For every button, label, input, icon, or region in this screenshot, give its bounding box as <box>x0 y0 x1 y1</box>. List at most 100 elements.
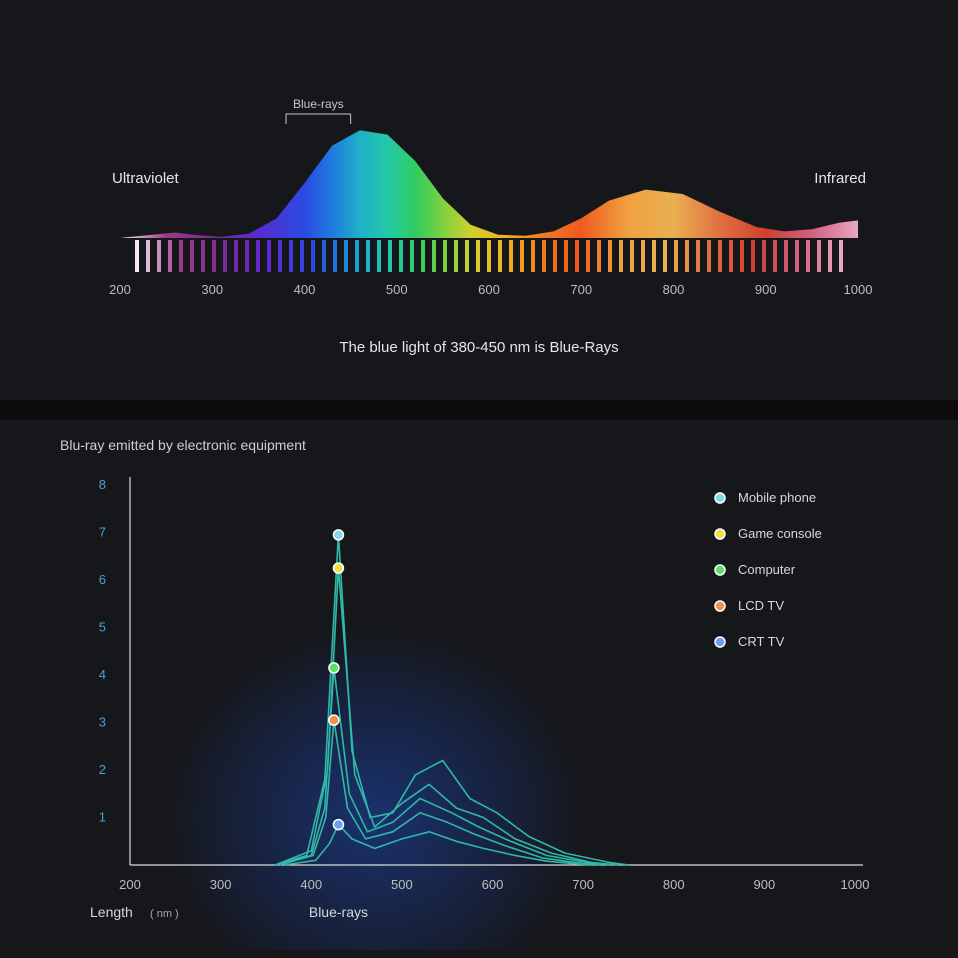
legend-marker <box>715 529 725 539</box>
spectrum-tick <box>586 240 590 272</box>
spectrum-tick <box>234 240 238 272</box>
spectrum-x-tick: 400 <box>294 282 316 297</box>
spectrum-tick <box>751 240 755 272</box>
x-tick-label: 700 <box>572 877 594 892</box>
spectrum-tick <box>553 240 557 272</box>
spectrum-tick <box>762 240 766 272</box>
spectrum-tick <box>685 240 689 272</box>
spectrum-tick <box>575 240 579 272</box>
x-tick-label: 500 <box>391 877 413 892</box>
emission-panel: Blu-ray emitted by electronic equipment 1… <box>0 420 958 950</box>
emission-title: Blu-ray emitted by electronic equipment <box>60 437 306 453</box>
blue-rays-bracket-label: Blue-rays <box>293 97 344 111</box>
spectrum-tick <box>641 240 645 272</box>
spectrum-x-tick: 700 <box>570 282 592 297</box>
spectrum-tick <box>256 240 260 272</box>
spectrum-tick <box>806 240 810 272</box>
legend-label: CRT TV <box>738 634 785 649</box>
spectrum-tick <box>542 240 546 272</box>
x-tick-label: 200 <box>119 877 141 892</box>
spectrum-tick <box>652 240 656 272</box>
spectrum-x-tick: 600 <box>478 282 500 297</box>
spectrum-tick <box>476 240 480 272</box>
spectrum-tick <box>146 240 150 272</box>
spectrum-x-tick: 1000 <box>844 282 873 297</box>
spectrum-tick <box>223 240 227 272</box>
spectrum-tick <box>839 240 843 272</box>
blue-glow <box>165 628 585 951</box>
x-tick-label: 300 <box>210 877 232 892</box>
spectrum-tick <box>278 240 282 272</box>
y-tick-label: 5 <box>99 620 106 635</box>
spectrum-tick <box>630 240 634 272</box>
x-tick-label: 900 <box>754 877 776 892</box>
peak-marker <box>329 663 339 673</box>
spectrum-x-tick: 200 <box>109 282 131 297</box>
y-tick-label: 4 <box>99 667 106 682</box>
spectrum-tick <box>487 240 491 272</box>
spectrum-tick <box>707 240 711 272</box>
spectrum-tick <box>828 240 832 272</box>
spectrum-tick <box>432 240 436 272</box>
spectrum-tick <box>509 240 513 272</box>
spectrum-tick <box>531 240 535 272</box>
blue-rays-axis-label: Blue-rays <box>309 904 368 920</box>
spectrum-tick <box>674 240 678 272</box>
x-axis-unit: ( nm ) <box>150 908 179 920</box>
spectrum-tick <box>465 240 469 272</box>
legend-label: Computer <box>738 562 796 577</box>
spectrum-tick <box>311 240 315 272</box>
ultraviolet-label: Ultraviolet <box>112 170 180 187</box>
spectrum-tick <box>157 240 161 272</box>
legend-label: Game console <box>738 526 822 541</box>
legend-marker <box>715 637 725 647</box>
spectrum-tick <box>377 240 381 272</box>
peak-marker <box>333 530 343 540</box>
spectrum-tick <box>520 240 524 272</box>
y-tick-label: 7 <box>99 525 106 540</box>
emission-chart: Blu-ray emitted by electronic equipment 1… <box>0 420 958 950</box>
x-axis-label: Length <box>90 904 133 920</box>
x-tick-label: 800 <box>663 877 685 892</box>
x-tick-label: 600 <box>482 877 504 892</box>
y-tick-label: 8 <box>99 477 106 492</box>
spectrum-tick <box>718 240 722 272</box>
legend-marker <box>715 601 725 611</box>
spectrum-tick <box>168 240 172 272</box>
peak-marker <box>333 820 343 830</box>
spectrum-x-tick: 500 <box>386 282 408 297</box>
y-tick-label: 6 <box>99 572 106 587</box>
spectrum-tick <box>421 240 425 272</box>
y-tick-label: 3 <box>99 715 106 730</box>
spectrum-tick <box>322 240 326 272</box>
spectrum-tick <box>388 240 392 272</box>
y-tick-label: 2 <box>99 762 106 777</box>
spectrum-tick <box>355 240 359 272</box>
spectrum-tick <box>773 240 777 272</box>
spectrum-tick <box>410 240 414 272</box>
spectrum-tick <box>597 240 601 272</box>
spectrum-tick <box>179 240 183 272</box>
x-tick-label: 1000 <box>841 877 870 892</box>
spectrum-tick <box>454 240 458 272</box>
legend-marker <box>715 565 725 575</box>
spectrum-chart: Blue-raysUltravioletInfrared200300400500… <box>0 0 958 400</box>
panel-gap <box>0 400 958 420</box>
spectrum-panel: Blue-raysUltravioletInfrared200300400500… <box>0 0 958 400</box>
legend-label: LCD TV <box>738 598 784 613</box>
peak-marker <box>333 563 343 573</box>
spectrum-tick <box>201 240 205 272</box>
spectrum-tick <box>784 240 788 272</box>
spectrum-curve <box>120 130 858 238</box>
legend-marker <box>715 493 725 503</box>
spectrum-tick <box>729 240 733 272</box>
spectrum-tick <box>333 240 337 272</box>
spectrum-tick <box>696 240 700 272</box>
x-tick-label: 400 <box>300 877 322 892</box>
spectrum-tick <box>135 240 139 272</box>
spectrum-tick <box>366 240 370 272</box>
infrared-label: Infrared <box>814 170 866 187</box>
spectrum-tick <box>443 240 447 272</box>
spectrum-tick <box>817 240 821 272</box>
legend-label: Mobile phone <box>738 490 816 505</box>
